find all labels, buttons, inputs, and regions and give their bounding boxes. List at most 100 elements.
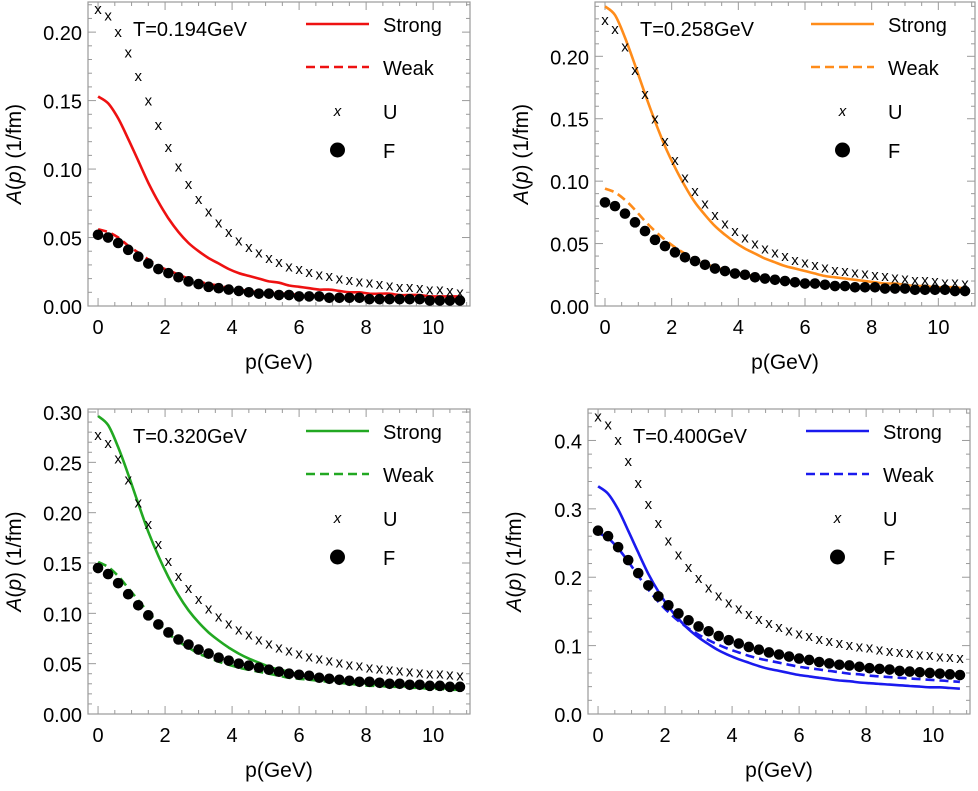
x-marker-icon: x [396, 663, 404, 680]
dot-marker-icon [243, 660, 255, 671]
y-axis-ticks: 0.0 0.1 0.2 0.3 0.4 [554, 412, 970, 727]
x-marker-icon: x [771, 244, 779, 261]
x-marker-icon: x [295, 646, 303, 663]
x-marker-icon: x [765, 615, 773, 632]
x-marker-icon: x [195, 591, 203, 608]
x-tick-label: 0 [592, 725, 603, 747]
x-marker-icon: x [225, 224, 233, 241]
dot-marker-icon [632, 567, 644, 579]
dot-marker-icon [203, 281, 214, 293]
dot-marker-icon [763, 647, 775, 658]
dot-marker-icon [879, 283, 891, 294]
dot-marker-icon [729, 268, 741, 279]
dot-marker-icon [753, 644, 765, 656]
x-marker-icon: x [921, 272, 929, 289]
y-tick-label: 0.20 [550, 47, 589, 69]
legend-label: Strong [888, 15, 947, 37]
x-marker-icon: x [701, 196, 709, 213]
x-marker-icon: x [275, 640, 283, 657]
dot-marker-icon [354, 292, 365, 304]
dot-marker-icon [823, 658, 835, 669]
dot-marker-icon [384, 293, 395, 305]
dot-marker-icon [929, 284, 941, 296]
x-marker-icon: x [436, 666, 444, 683]
y-tick-label: 0.00 [43, 297, 82, 319]
dot-marker-icon [844, 660, 855, 671]
x-marker-icon: x [104, 8, 112, 25]
x-marker-icon: x [695, 570, 703, 587]
dot-marker-icon [954, 669, 966, 681]
x-axis-ticks: 0 2 4 6 8 10 [592, 409, 968, 747]
x-marker-icon: x [916, 647, 924, 664]
x-marker-icon: x [951, 274, 959, 291]
x-axis-label: p(GeV) [745, 759, 813, 782]
dot-marker-icon [193, 644, 204, 655]
dot-marker-icon [864, 662, 875, 674]
legend-item-strong: Strong [306, 422, 442, 444]
dot-marker-icon [263, 664, 275, 676]
x-marker-icon: x [94, 1, 102, 18]
dot-marker-icon [869, 281, 881, 293]
dot-marker-icon [934, 668, 946, 679]
dot-marker-icon [679, 252, 691, 263]
x-marker-icon: x [741, 229, 749, 246]
x-marker-icon: x [775, 619, 783, 636]
dot-marker-icon [374, 677, 385, 689]
dot-marker-icon [323, 292, 335, 304]
x-axis-label: p(GeV) [751, 351, 819, 374]
legend-label: Weak [883, 465, 935, 487]
dot-marker-icon [689, 255, 701, 267]
x-marker-icon: x [705, 579, 713, 596]
y-tick-label: 0.4 [554, 431, 582, 453]
dot-marker-icon [834, 659, 845, 671]
x-marker-icon: x [456, 668, 464, 685]
dot-marker-icon [344, 675, 355, 687]
x-marker-icon: x [876, 642, 884, 659]
x-marker-icon: x [406, 664, 414, 681]
y-tick-label: 0.10 [550, 172, 589, 194]
legend-item-f: F [330, 141, 395, 163]
x-marker-icon: x [931, 273, 939, 290]
x-marker-icon: x [621, 38, 629, 55]
x-marker-icon: x [416, 665, 424, 682]
dot-marker-icon [273, 289, 285, 301]
x-marker-icon: x [671, 152, 679, 169]
legend-item-f: F [830, 548, 895, 570]
dot-marker-icon [889, 283, 901, 294]
x-marker-icon: x [795, 625, 803, 642]
x-tick-label: 4 [227, 317, 238, 339]
x-tick-label: 8 [361, 317, 372, 339]
x-marker-icon: x [245, 239, 253, 256]
dot-marker-icon [733, 638, 745, 649]
x-marker-icon: x [641, 86, 649, 103]
x-marker-icon: x [936, 649, 944, 666]
dot-marker-icon [769, 274, 781, 286]
dot-marker-icon [793, 653, 805, 664]
x-marker-icon: x [305, 264, 313, 281]
legend-x-marker-icon: x [333, 103, 342, 120]
x-marker-icon: x [831, 262, 839, 279]
x-tick-label: 10 [422, 317, 444, 339]
x-marker-icon: x [326, 653, 334, 670]
panel-3: 0 2 4 6 8 10 0.00 0.05 0.10 0.15 0.20 0.25 0.30 p(GeV… [3, 403, 471, 782]
dot-marker-icon [283, 668, 295, 680]
x-axis-ticks: 0 2 4 6 8 10 [92, 409, 468, 747]
x-marker-icon: x [755, 611, 763, 628]
dot-marker-icon [444, 681, 456, 693]
dot-marker-icon [424, 295, 436, 306]
dot-marker-icon [783, 651, 795, 662]
x-marker-icon: x [446, 283, 454, 300]
dot-marker-icon [303, 670, 315, 682]
x-marker-icon: x [675, 547, 683, 564]
series-f [92, 562, 466, 693]
y-tick-label: 0.15 [43, 554, 82, 576]
x-tick-label: 8 [861, 725, 872, 747]
x-marker-icon: x [124, 471, 132, 488]
dot-marker-icon [622, 554, 634, 566]
x-tick-label: 6 [794, 725, 805, 747]
legend-item-weak: Weak [306, 465, 435, 487]
